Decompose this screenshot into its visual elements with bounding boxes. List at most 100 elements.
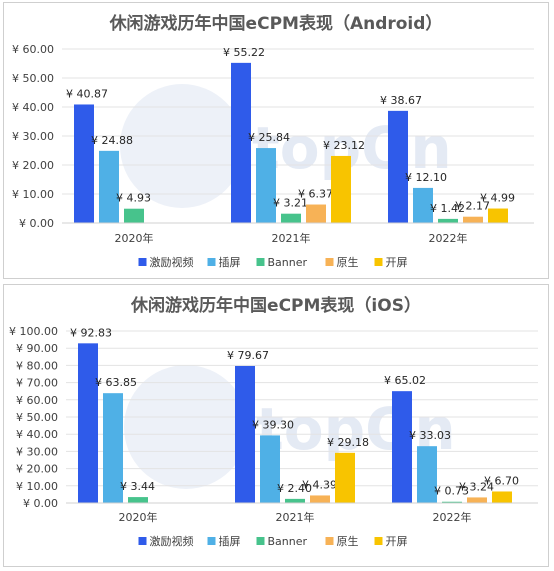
bar [463, 216, 483, 223]
watermark-text: topOn [252, 114, 452, 182]
data-label: ¥ 0.73 [434, 485, 469, 498]
y-tick-label: ¥ 100.00 [9, 325, 58, 338]
y-tick-label: ¥ 40.00 [12, 101, 54, 114]
legend-label: 插屏 [219, 255, 241, 269]
data-label: ¥ 24.88 [91, 134, 133, 147]
legend-swatch [256, 537, 265, 545]
bar [413, 187, 433, 223]
chart-title: 休闲游戏历年中国eCPM表现（Android） [109, 13, 443, 34]
y-tick-label: ¥ 30.00 [16, 445, 58, 458]
android-ecpm-chart: topOn 休闲游戏历年中国eCPM表现（Android） ¥ 0.00 ¥ 10.0… [12, 13, 534, 269]
ios-ecpm-chart-panel: topOn 休闲游戏历年中国eCPM表现（iOS） ¥ 0.00 ¥ 10.00 ¥ 2… [3, 284, 549, 567]
bar [124, 208, 144, 223]
bar [392, 391, 412, 503]
bar [417, 446, 437, 503]
data-label: ¥ 33.03 [409, 429, 451, 442]
watermark-logo-circle [120, 84, 244, 208]
legend-swatch [374, 537, 383, 545]
legend-label: Banner [268, 535, 308, 548]
y-tick-label: ¥ 50.00 [16, 411, 58, 424]
y-tick-label: ¥ 10.00 [16, 480, 58, 493]
data-label: ¥ 38.67 [380, 94, 422, 107]
legend-swatch [207, 258, 216, 266]
data-label: ¥ 1.42 [430, 202, 465, 215]
data-label: ¥ 3.44 [120, 480, 155, 493]
bar [310, 495, 330, 503]
legend-label: 原生 [337, 534, 359, 548]
bar [103, 393, 123, 503]
bar [231, 62, 251, 223]
x-category-label: 2022年 [433, 510, 472, 524]
bar [235, 365, 255, 503]
legend-label: 激励视频 [150, 255, 194, 269]
legend-label: 激励视频 [150, 534, 194, 548]
bar [335, 452, 355, 503]
bar [74, 104, 94, 223]
bar [467, 497, 487, 503]
data-label: ¥ 25.84 [248, 131, 290, 144]
data-label: ¥ 40.87 [66, 87, 108, 100]
y-tick-label: ¥ 10.00 [12, 188, 54, 201]
legend-swatch [325, 537, 334, 545]
legend-label: 原生 [337, 255, 359, 269]
legend-swatch [207, 537, 216, 545]
y-tick-label: ¥ 60.00 [12, 43, 54, 56]
y-tick-label: ¥ 90.00 [16, 342, 58, 355]
data-label: ¥ 6.70 [484, 474, 519, 487]
bar [388, 110, 408, 223]
data-label: ¥ 65.02 [384, 374, 426, 387]
legend-swatch [325, 258, 334, 266]
data-label: ¥ 4.99 [480, 192, 515, 205]
data-label: ¥ 39.30 [252, 418, 294, 431]
bar [438, 218, 458, 223]
y-tick-label: ¥ 80.00 [16, 359, 58, 372]
chart-title: 休闲游戏历年中国eCPM表现（iOS） [130, 295, 421, 316]
bar [442, 501, 462, 503]
data-label: ¥ 12.10 [405, 171, 447, 184]
y-tick-label: ¥ 30.00 [12, 130, 54, 143]
watermark-logo-circle [124, 365, 248, 489]
data-label: ¥ 55.22 [223, 46, 265, 59]
y-tick-label: ¥ 0.00 [23, 497, 58, 510]
legend-label: 开屏 [386, 535, 408, 548]
y-tick-label: ¥ 50.00 [12, 72, 54, 85]
data-label: ¥ 79.67 [227, 349, 269, 362]
y-tick-label: ¥ 20.00 [12, 159, 54, 172]
y-tick-label: ¥ 70.00 [16, 377, 58, 390]
data-label: ¥ 2.40 [277, 482, 312, 495]
data-label: ¥ 3.21 [273, 197, 308, 210]
bar [256, 148, 276, 223]
bar [128, 497, 148, 503]
bar [281, 213, 301, 223]
android-ecpm-chart-panel: topOn 休闲游戏历年中国eCPM表现（Android） ¥ 0.00 ¥ 10.0… [3, 2, 549, 279]
bar [99, 150, 119, 223]
data-label: ¥ 23.12 [323, 139, 365, 152]
x-category-label: 2020年 [119, 510, 158, 524]
y-tick-label: ¥ 60.00 [16, 394, 58, 407]
bar [492, 491, 512, 503]
x-category-label: 2021年 [272, 231, 311, 245]
x-category-label: 2022年 [429, 231, 468, 245]
bar [488, 208, 508, 223]
data-label: ¥ 2.17 [455, 200, 490, 213]
data-label: ¥ 3.24 [459, 480, 494, 493]
data-label: ¥ 29.18 [327, 436, 369, 449]
data-label: ¥ 4.39 [302, 478, 337, 491]
legend-label: 开屏 [386, 256, 408, 269]
y-tick-label: ¥ 40.00 [16, 428, 58, 441]
legend-label: 插屏 [219, 534, 241, 548]
legend-swatch [138, 537, 147, 545]
data-label: ¥ 4.93 [116, 192, 151, 205]
legend-swatch [138, 258, 147, 266]
y-tick-label: ¥ 20.00 [16, 463, 58, 476]
legend-swatch [256, 258, 265, 266]
bar [331, 155, 351, 223]
data-label: ¥ 63.85 [95, 376, 137, 389]
bar [285, 498, 305, 503]
bar [78, 343, 98, 503]
x-category-label: 2021年 [276, 510, 315, 524]
data-label: ¥ 6.37 [298, 188, 333, 201]
y-tick-label: ¥ 0.00 [19, 217, 54, 230]
legend-swatch [374, 258, 383, 266]
